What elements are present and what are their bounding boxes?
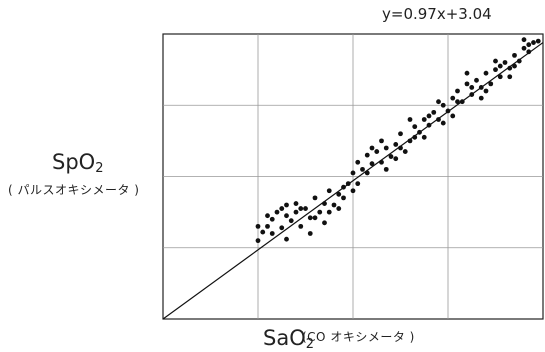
- data-point: [379, 138, 384, 144]
- x-axis-label-sub: 2: [305, 337, 315, 352]
- y-axis-label: SpO2: [52, 150, 103, 176]
- data-point: [260, 229, 266, 235]
- data-point: [464, 81, 470, 87]
- data-point: [478, 95, 484, 101]
- x-axis-label: SaO2: [263, 326, 314, 352]
- data-point: [269, 216, 275, 222]
- data-point: [383, 145, 389, 151]
- data-point: [493, 67, 498, 73]
- x-axis-label-note: (CO オキシメータ ): [302, 330, 415, 344]
- points: [255, 37, 541, 244]
- data-point: [450, 95, 456, 101]
- y-axis-label-note: ( パルスオキシメータ ): [8, 183, 140, 197]
- data-point: [307, 231, 313, 236]
- data-point: [265, 223, 270, 229]
- data-point: [512, 52, 517, 58]
- regression-equation: y=0.97x+3.04: [382, 5, 492, 23]
- y-axis-label-main: SpO: [52, 150, 96, 174]
- data-point: [507, 74, 513, 80]
- data-point: [274, 209, 280, 215]
- data-point: [360, 166, 365, 172]
- data-point: [455, 88, 460, 94]
- grid: [163, 34, 543, 319]
- data-point: [421, 117, 427, 122]
- data-point: [450, 113, 456, 119]
- x-axis-label-main: SaO: [263, 326, 306, 350]
- data-point: [398, 131, 403, 137]
- data-point: [531, 40, 536, 45]
- data-point: [312, 215, 318, 221]
- data-point: [469, 85, 475, 90]
- data-point: [421, 134, 427, 140]
- data-point: [288, 218, 294, 224]
- data-point: [312, 195, 318, 201]
- data-point: [369, 145, 375, 151]
- data-point: [279, 225, 285, 231]
- data-point: [326, 188, 332, 194]
- data-point: [440, 120, 446, 126]
- data-point: [331, 202, 337, 208]
- data-point: [488, 81, 494, 87]
- data-point: [497, 63, 503, 69]
- data-point: [526, 49, 532, 55]
- data-point: [355, 159, 361, 165]
- data-point: [502, 60, 508, 65]
- data-point: [535, 38, 541, 44]
- data-point: [355, 181, 361, 187]
- data-point: [440, 102, 446, 108]
- data-point: [350, 188, 356, 194]
- data-point: [326, 209, 332, 215]
- data-point: [393, 156, 399, 162]
- data-point: [336, 191, 342, 197]
- y-axis-label-sub: 2: [95, 161, 104, 176]
- data-point: [293, 209, 299, 215]
- data-point: [350, 170, 356, 176]
- data-point: [497, 74, 503, 80]
- data-point: [526, 42, 532, 48]
- data-point: [407, 117, 413, 122]
- data-point: [284, 236, 289, 242]
- data-point: [483, 88, 489, 94]
- data-point: [493, 58, 498, 64]
- data-point: [369, 161, 375, 167]
- data-point: [336, 206, 342, 211]
- data-point: [284, 213, 289, 219]
- data-point: [255, 238, 261, 244]
- data-point: [388, 154, 394, 159]
- data-point: [383, 166, 389, 172]
- data-point: [269, 231, 275, 236]
- data-point: [364, 152, 370, 158]
- data-point: [426, 113, 432, 119]
- data-point: [436, 99, 441, 105]
- data-point: [341, 195, 346, 201]
- data-point: [265, 213, 270, 219]
- data-point: [279, 206, 285, 211]
- data-point: [402, 149, 408, 154]
- data-point: [317, 209, 323, 215]
- data-point: [322, 220, 327, 226]
- data-point: [303, 206, 308, 211]
- data-point: [255, 223, 261, 229]
- data-point: [284, 202, 289, 208]
- data-point: [455, 99, 460, 105]
- data-point: [516, 58, 522, 64]
- data-point: [293, 201, 299, 206]
- data-point: [474, 77, 479, 83]
- data-point: [374, 149, 380, 154]
- data-point: [298, 223, 304, 229]
- regression-line: [162, 42, 544, 320]
- data-point: [298, 206, 304, 211]
- data-point: [483, 70, 489, 76]
- data-point: [464, 70, 470, 76]
- data-point: [521, 45, 527, 51]
- data-point: [307, 215, 313, 221]
- data-point: [393, 142, 399, 147]
- data-point: [412, 124, 418, 130]
- data-point: [431, 109, 437, 115]
- data-point: [521, 37, 527, 43]
